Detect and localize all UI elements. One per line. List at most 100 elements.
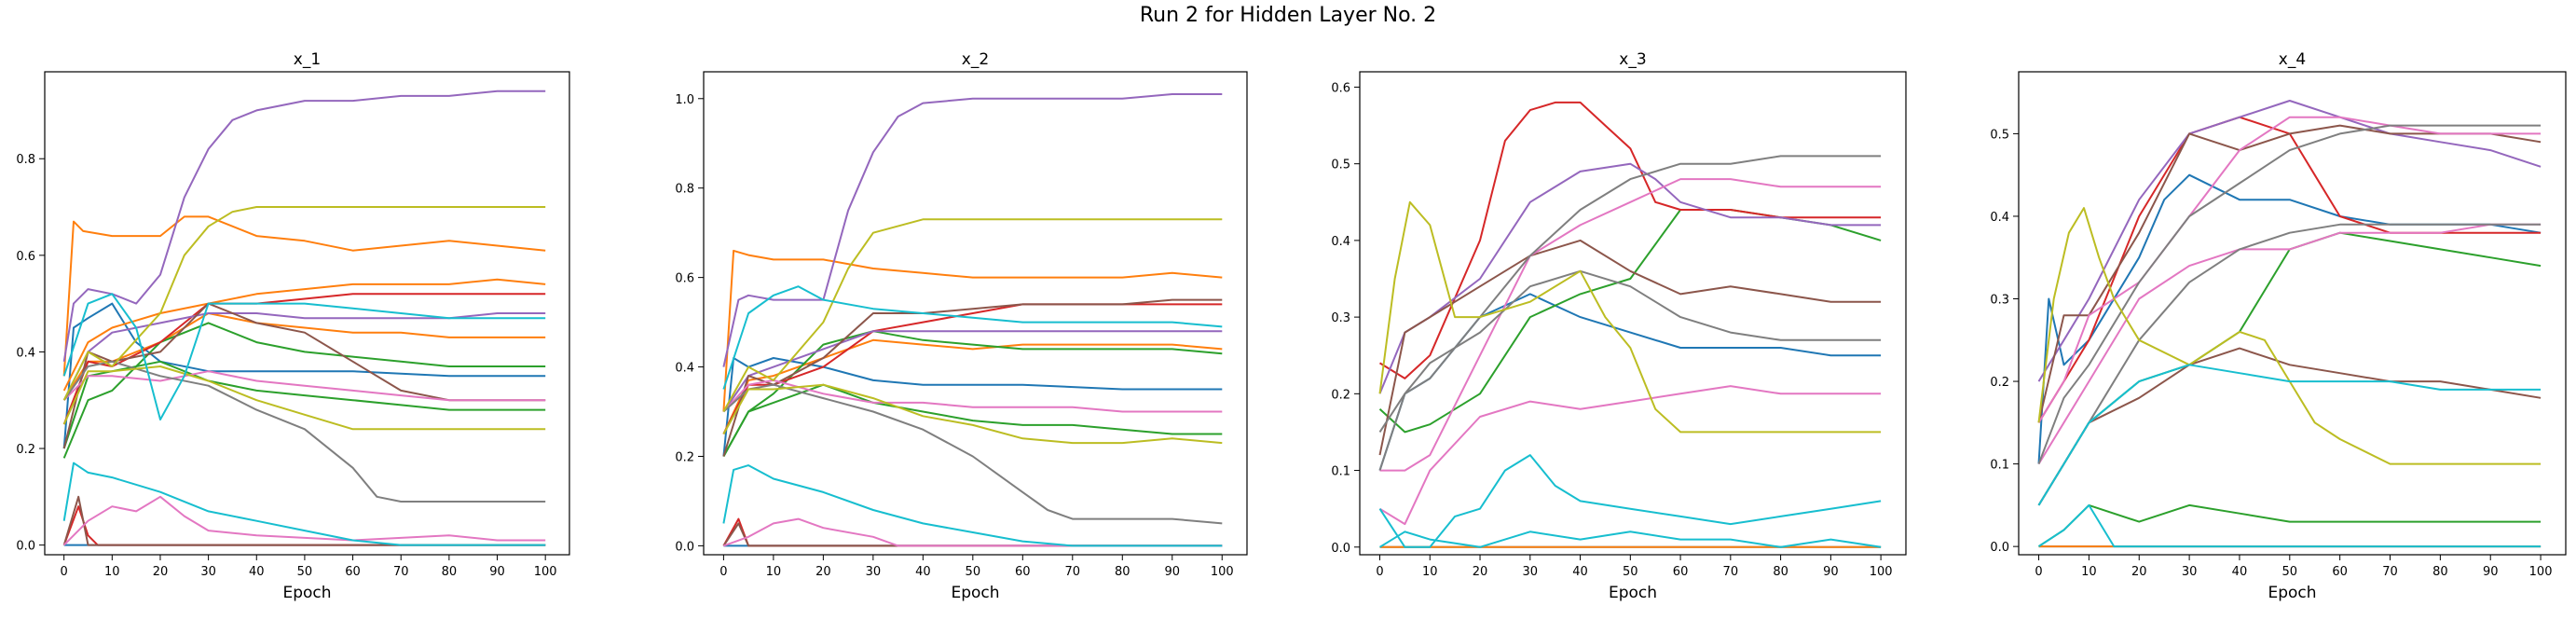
series-line-9	[2037, 347, 2542, 506]
x-tick-label: 80	[442, 565, 458, 579]
series-line-16	[2037, 503, 2542, 548]
x-tick-label: 80	[1115, 565, 1130, 579]
x-tick-label: 30	[1523, 565, 1539, 579]
series-line-20	[62, 293, 546, 420]
series-line-3	[722, 249, 1223, 412]
y-tick-label: 0.4	[1331, 235, 1350, 249]
plot-frame	[703, 71, 1248, 556]
series-line-9	[1378, 385, 1882, 526]
x-tick-label: 20	[1473, 565, 1488, 579]
y-tick-label: 0.4	[16, 346, 35, 360]
y-tick-label: 0.6	[675, 272, 694, 286]
x-tick-label: 70	[1723, 565, 1739, 579]
panel-title: x_3	[1619, 50, 1646, 69]
series-line-16	[62, 360, 546, 503]
series-line-14	[1378, 530, 1882, 548]
series-line-11	[2037, 223, 2542, 465]
x-axis-label: Epoch	[1609, 584, 1657, 602]
x-tick-label: 50	[1623, 565, 1638, 579]
y-tick-label: 0.1	[1331, 465, 1350, 479]
y-tick-label: 0.0	[675, 540, 694, 554]
y-tick-label: 0.2	[675, 450, 694, 464]
series-line-12	[2037, 124, 2542, 464]
series-line-4	[722, 338, 1223, 434]
series-line-9	[62, 505, 546, 546]
series-line-11	[1378, 269, 1882, 471]
y-tick-label: 0.2	[16, 443, 35, 457]
x-tick-label: 70	[1065, 565, 1081, 579]
series-line-5	[2037, 503, 2542, 547]
y-tick-label: 0.5	[1990, 128, 2009, 142]
x-tick-label: 40	[2232, 565, 2248, 579]
y-tick-label: 0.2	[1990, 376, 2009, 390]
x-axis-label: Epoch	[951, 584, 999, 602]
x-tick-label: 50	[2282, 565, 2298, 579]
plot-frame	[1359, 71, 1907, 556]
chart-panel-4: 0 10 20 30 40 50 60 70 80 90 100 0.0 0.1 0.2 0.3 0.4 0.5…	[1990, 50, 2567, 602]
series-line-5	[1378, 101, 1882, 379]
series-line-7	[2037, 100, 2542, 382]
x-tick-label: 10	[766, 565, 782, 579]
y-tick-label: 0.0	[1331, 542, 1350, 556]
y-tick-label: 0.3	[1990, 294, 2009, 308]
series-line-1	[2037, 173, 2542, 464]
y-tick-label: 0.4	[1990, 211, 2009, 225]
x-tick-label: 60	[1673, 565, 1689, 579]
x-tick-label: 0	[61, 565, 68, 579]
series-line-10	[722, 330, 1223, 413]
panel-title: x_1	[294, 50, 321, 69]
series-line-15	[62, 370, 546, 402]
series-line-7	[1378, 239, 1882, 456]
y-tick-label: 0.6	[1331, 81, 1350, 95]
x-tick-label: 60	[2332, 565, 2348, 579]
series-group	[62, 90, 546, 546]
series-line-5	[722, 330, 1223, 457]
x-tick-label: 70	[393, 565, 409, 579]
chart-panel-3: 0 10 20 30 40 50 60 70 80 90 100 0.0 0.1 0.2 0.3 0.4 0.5…	[1331, 50, 1907, 602]
x-tick-label: 20	[153, 565, 169, 579]
plot-frame	[2018, 71, 2567, 556]
series-line-10	[2037, 116, 2542, 423]
x-tick-label: 80	[1773, 565, 1788, 579]
series-line-14	[62, 495, 546, 546]
series-line-5	[62, 278, 546, 392]
series-line-14	[2037, 207, 2542, 465]
plot-frame	[44, 71, 570, 556]
x-tick-label: 90	[1164, 565, 1180, 579]
x-tick-label: 20	[815, 565, 831, 579]
x-tick-label: 30	[200, 565, 216, 579]
series-line-10	[62, 90, 546, 362]
x-tick-label: 100	[1870, 565, 1893, 579]
x-tick-label: 40	[1572, 565, 1588, 579]
x-tick-label: 10	[2081, 565, 2097, 579]
y-tick-label: 0.2	[1331, 388, 1350, 402]
x-tick-label: 90	[489, 565, 505, 579]
y-tick-label: 0.0	[16, 540, 35, 554]
x-tick-label: 60	[1015, 565, 1031, 579]
series-line-12	[722, 522, 1223, 547]
x-tick-label: 40	[249, 565, 265, 579]
x-tick-label: 30	[2182, 565, 2198, 579]
x-tick-label: 80	[2432, 565, 2448, 579]
y-tick-label: 0.8	[675, 183, 694, 197]
series-line-7	[62, 360, 546, 449]
x-tick-label: 10	[104, 565, 120, 579]
x-tick-label: 100	[2529, 565, 2553, 579]
series-line-17	[62, 206, 546, 401]
series-line-16	[722, 218, 1223, 412]
series-line-6	[62, 322, 546, 459]
series-line-12	[1378, 200, 1882, 434]
x-tick-label: 100	[1211, 565, 1234, 579]
series-line-13	[1378, 454, 1882, 548]
series-line-19	[62, 462, 546, 546]
series-line-1	[62, 302, 546, 449]
series-line-17	[722, 383, 1223, 445]
panel-title: x_2	[962, 50, 989, 69]
series-line-18	[62, 365, 546, 431]
series-line-19	[722, 285, 1223, 390]
series-line-9	[722, 93, 1223, 367]
figure-title: Run 2 for Hidden Layer No. 2	[1139, 4, 1437, 27]
panel-title: x_4	[2279, 50, 2306, 69]
x-tick-label: 0	[2035, 565, 2042, 579]
